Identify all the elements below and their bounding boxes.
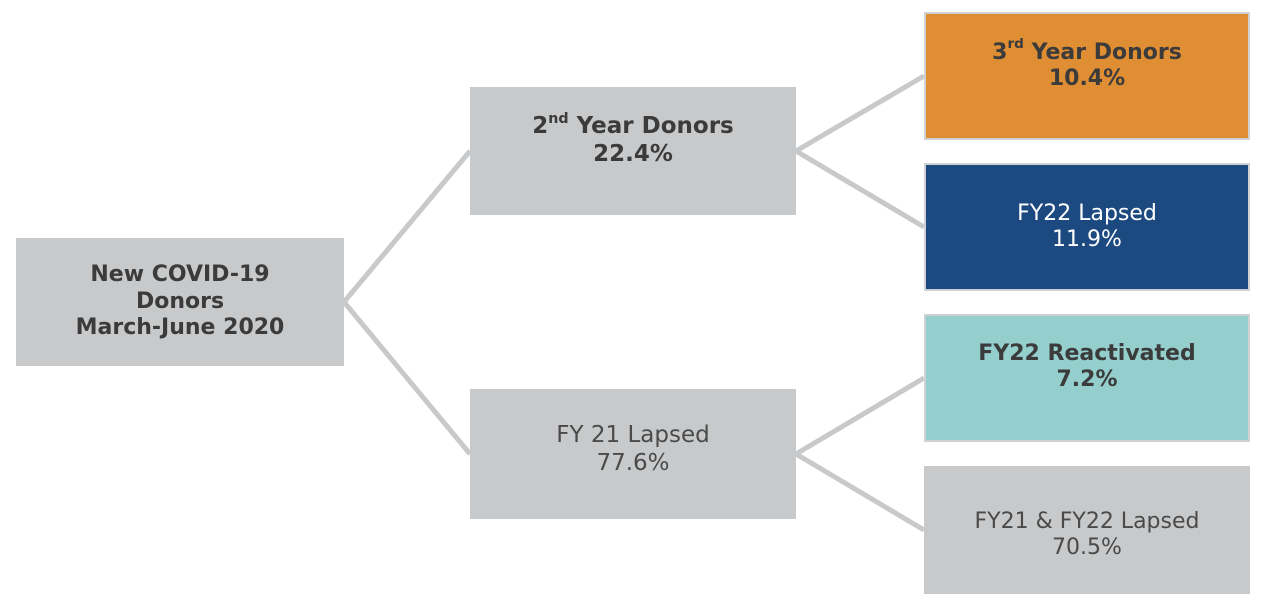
node-label: 2nd Year Donors (532, 110, 734, 141)
node-value: 7.2% (1056, 367, 1118, 392)
node-value: 70.5% (1052, 535, 1122, 560)
node-value: 11.9% (1052, 227, 1122, 252)
node-third-year-donors: 3rd Year Donors 10.4% (924, 12, 1250, 140)
node-fy21-lapsed: FY 21 Lapsed 77.6% (470, 389, 796, 519)
node-fy21-fy22-lapsed: FY21 & FY22 Lapsed 70.5% (924, 466, 1250, 594)
ordinal-number: 3 (992, 39, 1008, 65)
node-fy22-reactivated: FY22 Reactivated 7.2% (924, 314, 1250, 442)
node-label: FY22 Lapsed (1017, 200, 1157, 226)
node-label-line1: New COVID-19 (90, 262, 270, 288)
node-label: 3rd Year Donors (992, 37, 1182, 66)
connector-second_year-to-fy22_lapsed (794, 148, 926, 230)
connector-fy21_lapsed-to-fy21_fy22_lapsed (794, 451, 926, 533)
ordinal-suffix: rd (1007, 36, 1024, 53)
node-label-line2: Donors (135, 288, 225, 314)
ordinal-suffix: nd (548, 110, 569, 127)
node-label: FY 21 Lapsed (556, 422, 710, 449)
ordinal-number: 2 (532, 113, 549, 140)
connector-second_year-to-third_year (794, 73, 926, 154)
label-text: Year Donors (568, 113, 734, 140)
node-fy22-lapsed: FY22 Lapsed 11.9% (924, 163, 1250, 291)
node-value: 77.6% (596, 450, 670, 476)
node-label: FY21 & FY22 Lapsed (974, 508, 1200, 534)
node-value: 22.4% (593, 141, 673, 167)
connector-root-to-second_year (342, 149, 472, 304)
connector-fy21_lapsed-to-fy22_reactivated (794, 375, 926, 457)
node-label: FY22 Reactivated (978, 340, 1196, 366)
connector-root-to-fy21_lapsed (342, 300, 472, 456)
label-text: Year Donors (1023, 39, 1182, 65)
node-second-year-donors: 2nd Year Donors 22.4% (470, 87, 796, 215)
node-value: 10.4% (1048, 66, 1126, 91)
node-new-covid-donors: New COVID-19 Donors March-June 2020 (16, 238, 344, 366)
node-label-line3: March-June 2020 (75, 315, 285, 341)
